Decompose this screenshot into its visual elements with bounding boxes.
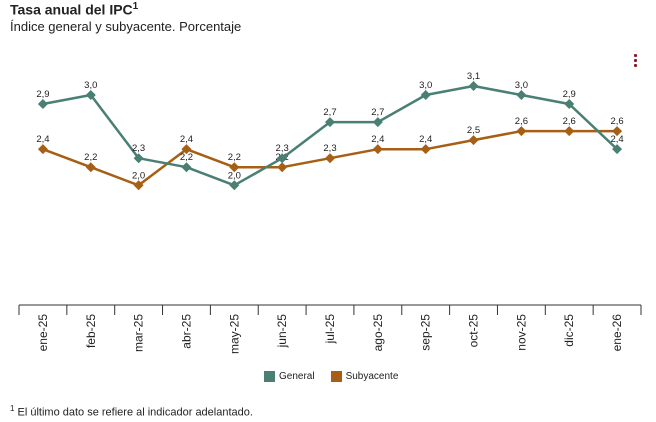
series-line-general	[42, 84, 618, 187]
x-tick-label: feb-25	[84, 314, 98, 348]
chart-subtitle: Índice general y subyacente. Porcentaje	[10, 19, 242, 34]
data-label-subyacente: 2,5	[467, 125, 480, 136]
data-label-subyacente: 2,2	[84, 152, 97, 163]
x-tick-label: sep-25	[419, 314, 433, 351]
data-point-subyacente	[277, 162, 288, 173]
data-point-subyacente	[468, 135, 479, 146]
data-label-general: 2,4	[610, 134, 623, 145]
data-point-general	[85, 90, 96, 100]
data-label-subyacente: 2,6	[563, 116, 576, 127]
chart-title-text: Tasa anual del IPC	[10, 1, 133, 18]
data-point-general	[181, 162, 192, 173]
x-tick-label: oct-25	[467, 314, 481, 348]
data-point-subyacente	[564, 126, 575, 137]
x-tick-label: ene-26	[610, 314, 624, 352]
data-point-general	[325, 117, 335, 128]
data-point-general	[420, 90, 431, 100]
data-label-general: 2,7	[323, 107, 336, 118]
data-label-general: 2,9	[36, 89, 49, 100]
x-tick-label: jun-25	[275, 314, 289, 349]
legend-item-subyacente[interactable]: Subyacente	[330, 371, 399, 382]
footnote: 1 El último dato se refiere al indicador…	[10, 404, 253, 419]
data-label-general: 2,0	[228, 170, 241, 181]
data-point-subyacente	[325, 153, 335, 164]
data-point-general	[37, 99, 48, 110]
data-point-subyacente	[516, 126, 527, 137]
legend-label-subyacente: Subyacente	[345, 371, 399, 382]
data-point-subyacente	[372, 144, 383, 155]
x-tick-label: abr-25	[179, 314, 193, 349]
x-tick-label: may-25	[227, 314, 241, 354]
data-label-general: 3,0	[84, 80, 97, 91]
legend-swatch-general	[264, 371, 275, 382]
data-point-subyacente	[229, 162, 240, 173]
legend-item-general[interactable]: General	[264, 371, 315, 382]
data-label-subyacente: 2,4	[419, 134, 432, 145]
data-point-general	[564, 99, 575, 110]
data-label-general: 3,0	[419, 80, 432, 91]
x-tick-label: dic-25	[562, 314, 576, 347]
legend-swatch-subyacente	[330, 371, 342, 382]
x-tick-label: ago-25	[371, 314, 385, 352]
x-tick-label: nov-25	[514, 314, 528, 351]
data-point-subyacente	[37, 144, 48, 155]
kebab-menu-icon[interactable]	[633, 54, 639, 68]
x-tick-label: jul-25	[323, 314, 337, 345]
data-label-subyacente: 2,6	[610, 116, 623, 127]
data-label-subyacente: 2,4	[371, 134, 384, 145]
data-label-subyacente: 2,0	[132, 170, 145, 181]
data-label-general: 2,7	[371, 107, 384, 118]
data-label-general: 3,1	[467, 71, 480, 82]
data-point-general	[277, 153, 288, 164]
data-label-general: 2,2	[180, 152, 193, 163]
data-point-general	[516, 90, 527, 100]
data-label-subyacente: 2,4	[36, 134, 49, 145]
data-point-subyacente	[612, 126, 623, 137]
data-point-subyacente	[85, 162, 96, 173]
data-label-subyacente: 2,3	[323, 143, 336, 154]
data-point-general	[229, 180, 240, 191]
data-point-general	[468, 80, 479, 91]
footnote-text: El último dato se refiere al indicador a…	[17, 406, 253, 419]
title-footnote-mark: 1	[132, 1, 139, 12]
data-label-subyacente: 2,6	[515, 116, 528, 127]
x-tick-label: mar-25	[132, 314, 146, 352]
data-label-general: 3,0	[515, 80, 528, 91]
data-point-subyacente	[133, 180, 144, 191]
chart-title: Tasa anual del IPC1	[10, 1, 138, 18]
data-label-general: 2,3	[276, 143, 289, 154]
data-point-subyacente	[181, 144, 192, 155]
data-label-subyacente: 2,4	[180, 134, 193, 145]
data-point-general	[133, 153, 144, 164]
data-label-general: 2,9	[563, 89, 576, 100]
x-tick-label: ene-25	[36, 314, 50, 352]
legend-label-general: General	[279, 371, 315, 382]
data-label-general: 2,3	[132, 143, 145, 154]
data-label-subyacente: 2,2	[228, 152, 241, 163]
data-point-general	[612, 144, 623, 155]
chart-legend: General Subyacente	[264, 371, 398, 382]
data-point-subyacente	[420, 144, 431, 155]
footnote-mark: 1	[10, 404, 15, 413]
data-point-general	[372, 117, 383, 128]
